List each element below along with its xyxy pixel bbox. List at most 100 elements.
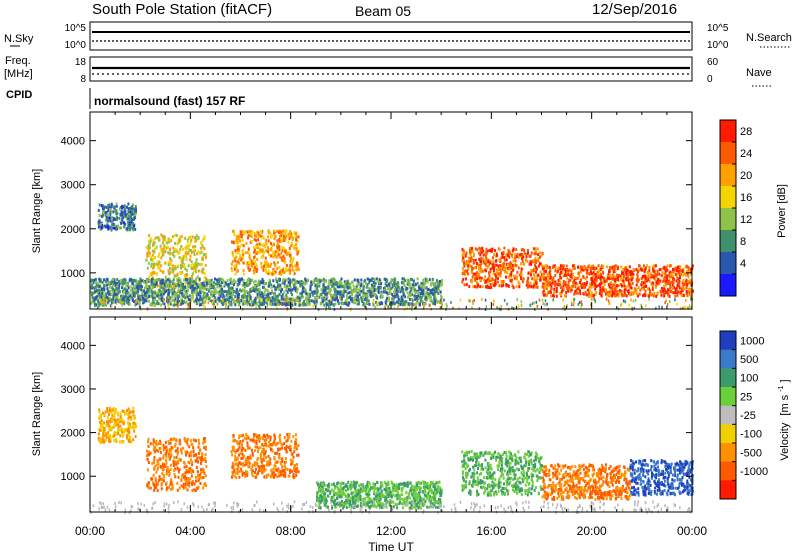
range-gate-cell xyxy=(598,292,601,295)
range-gate-cell xyxy=(222,302,225,306)
range-gate-cell xyxy=(162,298,165,302)
range-gate-cell xyxy=(112,217,115,220)
range-gate-cell xyxy=(521,257,524,261)
range-gate-cell xyxy=(109,219,112,223)
range-gate-cell xyxy=(629,272,631,276)
range-gate-cell xyxy=(238,261,241,265)
range-gate-cell xyxy=(288,250,291,254)
range-gate-cell xyxy=(391,293,394,297)
range-gate-cell xyxy=(349,282,352,286)
range-gate-cell xyxy=(134,211,137,215)
range-gate-cell xyxy=(542,273,544,277)
range-gate-cell xyxy=(260,298,262,302)
range-gate-cell xyxy=(162,250,165,254)
range-gate-cell xyxy=(256,250,259,254)
range-gate-cell xyxy=(414,297,417,301)
range-gate-cell xyxy=(481,269,484,273)
range-gate-cell xyxy=(100,419,103,423)
range-gate-cell xyxy=(626,269,629,272)
range-gate-cell xyxy=(581,265,584,269)
range-gate-cell xyxy=(389,302,392,306)
range-gate-cell xyxy=(173,283,176,287)
range-gate-cell xyxy=(467,267,470,271)
range-gate-cell xyxy=(312,280,315,284)
range-gate-cell xyxy=(559,273,561,277)
range-gate-cell xyxy=(298,296,301,300)
range-gate-cell xyxy=(324,289,327,293)
range-gate-cell xyxy=(620,276,623,280)
range-gate-cell xyxy=(674,291,677,294)
range-gate-cell xyxy=(328,299,331,303)
range-gate-cell xyxy=(231,251,234,255)
range-gate-cell xyxy=(160,298,163,302)
range-gate-cell xyxy=(265,265,267,269)
range-gate-cell xyxy=(487,260,490,264)
range-gate-cell xyxy=(230,286,232,290)
range-gate-cell xyxy=(156,272,158,276)
range-gate-cell xyxy=(419,302,421,306)
range-gate-cell xyxy=(101,440,104,444)
range-gate-cell xyxy=(603,279,606,283)
range-gate-cell xyxy=(582,292,585,296)
range-gate-cell xyxy=(124,278,127,282)
range-gate-cell xyxy=(405,300,408,304)
range-gate-cell xyxy=(267,235,270,239)
range-gate-cell xyxy=(166,298,169,302)
range-gate-cell xyxy=(252,259,255,263)
range-gate-cell xyxy=(479,270,482,274)
range-gate-cell xyxy=(253,255,256,259)
range-gate-cell xyxy=(115,289,118,293)
range-gate-cell xyxy=(257,231,260,235)
range-gate-cell xyxy=(181,261,184,265)
y-tick-label: 2000 xyxy=(61,224,85,236)
range-gate-cell xyxy=(160,293,163,297)
range-gate-cell xyxy=(544,286,547,289)
range-gate-cell xyxy=(488,276,491,280)
range-gate-cell xyxy=(328,279,331,283)
range-gate-cell xyxy=(505,266,507,270)
range-gate-cell xyxy=(101,423,104,427)
range-gate-cell xyxy=(414,288,417,292)
range-gate-cell xyxy=(203,283,206,287)
range-gate-cell xyxy=(219,289,222,293)
range-gate-cell xyxy=(293,287,296,291)
range-gate-cell xyxy=(638,264,641,268)
range-gate-cell xyxy=(463,261,466,265)
range-gate-cell xyxy=(665,299,667,303)
range-gate-cell xyxy=(105,299,108,303)
range-gate-cell xyxy=(617,278,620,282)
range-gate-cell xyxy=(208,297,211,301)
range-gate-cell xyxy=(280,251,283,255)
range-gate-cell xyxy=(167,240,170,244)
range-gate-cell xyxy=(175,233,178,237)
range-gate-cell xyxy=(495,269,498,273)
range-gate-cell xyxy=(270,283,273,287)
range-gate-cell xyxy=(392,298,394,302)
range-gate-cell xyxy=(605,279,608,283)
range-gate-cell xyxy=(129,422,132,426)
range-gate-cell xyxy=(637,294,640,298)
range-gate-cell xyxy=(376,302,379,306)
range-gate-cell xyxy=(194,285,197,289)
range-gate-cell xyxy=(255,264,258,268)
range-gate-cell xyxy=(479,253,482,257)
range-gate-cell xyxy=(160,280,163,283)
range-gate-cell xyxy=(208,285,211,288)
range-gate-cell xyxy=(556,270,559,274)
range-gate-cell xyxy=(491,263,494,267)
range-gate-cell xyxy=(589,289,592,293)
range-gate-cell xyxy=(527,251,529,255)
range-gate-cell xyxy=(689,279,692,283)
range-gate-cell xyxy=(291,241,293,245)
range-gate-cell xyxy=(111,217,113,221)
range-gate-cell xyxy=(488,271,490,275)
range-gate-cell xyxy=(341,290,344,294)
range-gate-cell xyxy=(637,268,640,272)
range-gate-cell xyxy=(526,278,529,282)
range-gate-cell xyxy=(222,298,224,302)
range-gate-cell xyxy=(356,298,359,302)
range-gate-cell xyxy=(220,285,223,289)
range-gate-cell xyxy=(623,284,626,288)
